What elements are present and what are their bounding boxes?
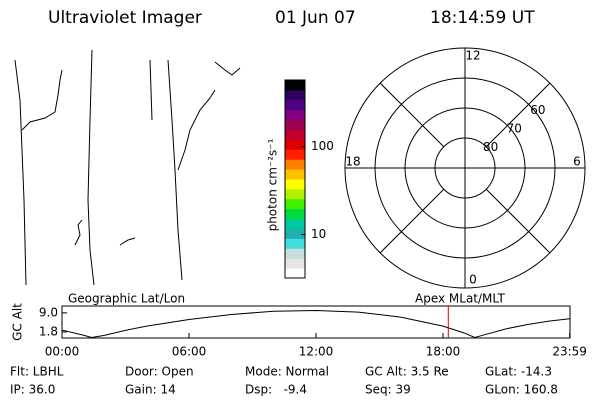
mlt-label: 6: [573, 155, 581, 169]
x-tick-label: 00:00: [45, 345, 80, 359]
color-step: [285, 179, 305, 190]
color-step: [285, 109, 305, 121]
status-field: Gain: 14: [125, 383, 176, 397]
trace: [177, 89, 216, 171]
mlt-label: 12: [465, 49, 480, 63]
trace: [14, 59, 27, 286]
status-field: GLat: -14.3: [485, 365, 552, 379]
y-tick-label: 1.8: [39, 324, 58, 338]
status-field: Dsp: -9.4: [245, 383, 307, 397]
y-tick-label: 9.0: [39, 305, 58, 319]
lat-label: 60: [530, 103, 545, 117]
status-field: Mode: Normal: [245, 365, 329, 379]
color-step: [285, 89, 305, 101]
color-step: [285, 119, 305, 130]
color-step: [285, 228, 305, 239]
color-step: [285, 80, 305, 91]
color-step: [285, 238, 305, 249]
image-traces: [14, 49, 241, 286]
footer: Flt: LBHL IP: 36.0 Door: Open Gain: 14 Mode:…: [10, 365, 558, 397]
color-step: [285, 198, 305, 210]
trace: [74, 219, 83, 246]
color-step: [285, 188, 305, 200]
diagonal-spoke: [379, 188, 445, 254]
trace: [167, 59, 183, 281]
color-step: [285, 258, 305, 269]
time: 18:14:59 UT: [430, 8, 535, 28]
colorbar: 10 100 photon cm⁻²s⁻¹: [266, 79, 334, 279]
right-title: Apex MLat/MLT: [415, 292, 505, 306]
color-step: [285, 159, 305, 170]
x-tick-label: 18:00: [426, 345, 461, 359]
color-step: [285, 218, 305, 229]
colorbar-frame: [284, 79, 306, 279]
color-step: [285, 248, 305, 259]
trace: [149, 59, 153, 121]
color-step: [285, 169, 305, 180]
polar-grid: 80 70 60 0 6 12 18: [344, 47, 586, 289]
instrument: Ultraviolet Imager: [48, 8, 202, 28]
diagonal-spoke: [485, 82, 551, 148]
mlt-label: 18: [345, 155, 360, 169]
x-tick-label: 23:59: [552, 345, 587, 359]
y-label: GC Alt: [11, 303, 25, 341]
date: 01 Jun 07: [275, 8, 356, 28]
colorbar-tick-label: 10: [311, 227, 326, 241]
lat-label: 70: [507, 122, 522, 136]
x-tick-label: 12:00: [299, 345, 334, 359]
trace: [214, 61, 241, 76]
mlt-label: 0: [469, 273, 477, 287]
color-step: [285, 149, 305, 160]
altitude-plot: Geographic Lat/Lon Apex MLat/MLT GC Alt 1.8…: [11, 292, 587, 359]
colorbar-label: photon cm⁻²s⁻¹: [266, 138, 280, 231]
color-step: [285, 99, 305, 111]
diagonal-spoke: [379, 82, 445, 148]
x-tick-label: 06:00: [172, 345, 207, 359]
trace: [87, 49, 95, 286]
status-field: Flt: LBHL: [10, 365, 64, 379]
color-step: [285, 139, 305, 150]
status-field: Door: Open: [125, 365, 194, 379]
altitude-line: [61, 309, 570, 338]
colorbar-tick-label: 100: [311, 139, 334, 153]
trace: [119, 237, 136, 246]
status-field: Seq: 39: [365, 383, 411, 397]
status-field: GLon: 160.8: [485, 383, 558, 397]
lat-label: 80: [483, 140, 498, 154]
color-step: [285, 268, 305, 279]
status-field: GC Alt: 3.5 Re: [365, 365, 449, 379]
diagonal-spoke: [485, 188, 551, 254]
trace: [21, 69, 63, 131]
status-field: IP: 36.0: [10, 383, 55, 397]
color-step: [285, 208, 305, 220]
color-step: [285, 129, 305, 140]
left-title: Geographic Lat/Lon: [68, 292, 185, 306]
